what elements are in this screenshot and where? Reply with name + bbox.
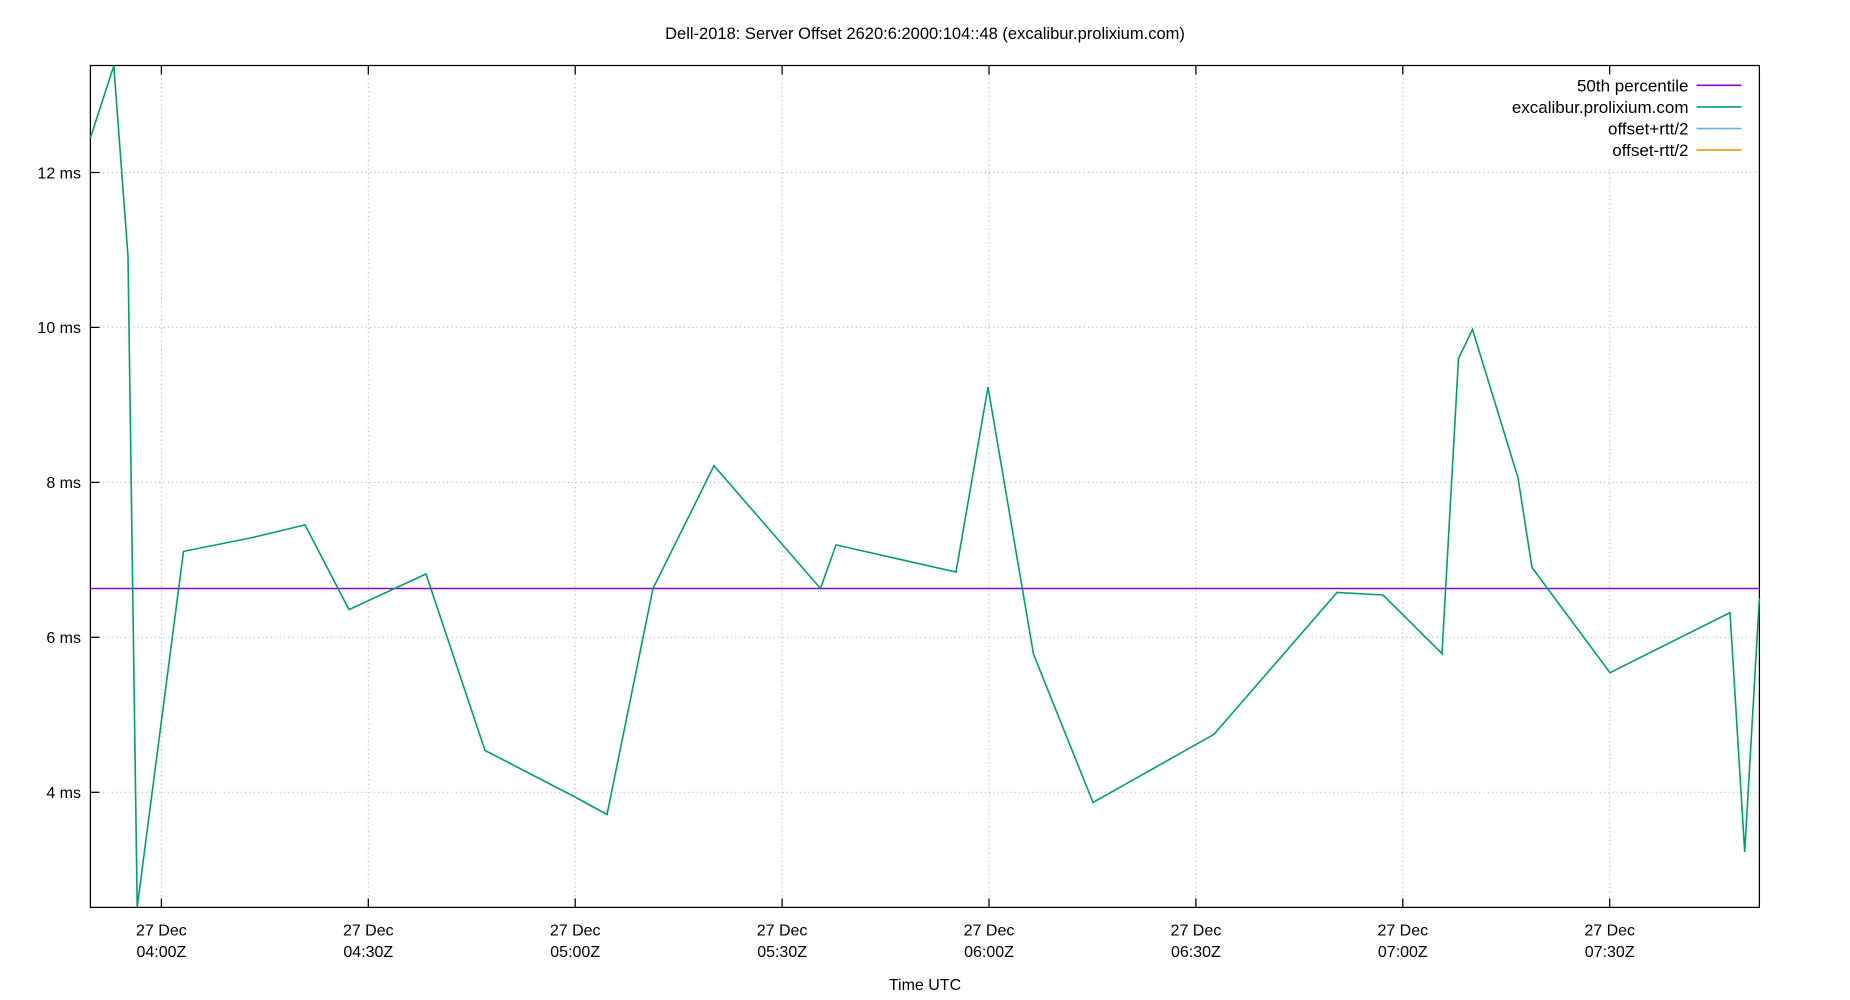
svg-text:05:00Z: 05:00Z — [550, 944, 600, 961]
svg-text:06:00Z: 06:00Z — [964, 944, 1014, 961]
svg-text:27 Dec: 27 Dec — [136, 923, 187, 940]
svg-text:27 Dec: 27 Dec — [964, 923, 1015, 940]
svg-text:Dell-2018: Server Offset 2620:: Dell-2018: Server Offset 2620:6:2000:104… — [665, 25, 1185, 43]
svg-text:27 Dec: 27 Dec — [1377, 923, 1428, 940]
svg-text:06:30Z: 06:30Z — [1171, 944, 1221, 961]
svg-text:6 ms: 6 ms — [46, 630, 81, 647]
svg-text:27 Dec: 27 Dec — [343, 923, 394, 940]
svg-text:07:00Z: 07:00Z — [1378, 944, 1428, 961]
svg-text:07:30Z: 07:30Z — [1585, 944, 1635, 961]
svg-text:04:30Z: 04:30Z — [343, 944, 393, 961]
svg-text:offset+rtt/2: offset+rtt/2 — [1608, 120, 1688, 139]
svg-text:27 Dec: 27 Dec — [757, 923, 808, 940]
svg-text:05:30Z: 05:30Z — [757, 944, 807, 961]
svg-text:4 ms: 4 ms — [46, 785, 81, 802]
svg-text:10 ms: 10 ms — [37, 320, 81, 337]
svg-text:04:00Z: 04:00Z — [136, 944, 186, 961]
svg-text:50th percentile: 50th percentile — [1577, 76, 1689, 95]
svg-text:27 Dec: 27 Dec — [550, 923, 601, 940]
svg-text:27 Dec: 27 Dec — [1171, 923, 1222, 940]
svg-text:12 ms: 12 ms — [37, 165, 81, 182]
svg-text:8 ms: 8 ms — [46, 475, 81, 492]
svg-text:excalibur.prolixium.com: excalibur.prolixium.com — [1512, 98, 1689, 117]
svg-text:offset-rtt/2: offset-rtt/2 — [1612, 141, 1688, 160]
svg-text:27 Dec: 27 Dec — [1584, 923, 1635, 940]
svg-text:Time UTC: Time UTC — [889, 977, 961, 994]
